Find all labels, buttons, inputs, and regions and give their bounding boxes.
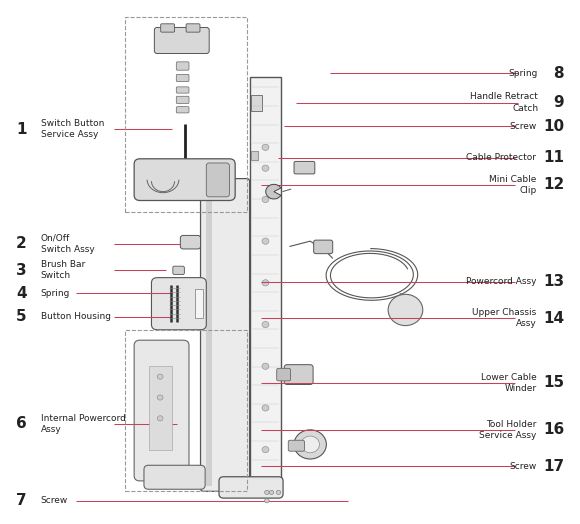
FancyBboxPatch shape <box>201 179 249 492</box>
FancyBboxPatch shape <box>206 163 230 197</box>
Bar <box>251 151 258 160</box>
FancyBboxPatch shape <box>288 440 304 451</box>
Circle shape <box>262 321 269 328</box>
FancyBboxPatch shape <box>176 74 189 82</box>
Bar <box>125 330 246 492</box>
Text: 7: 7 <box>16 493 27 508</box>
Text: 14: 14 <box>543 311 564 326</box>
Text: Powercord Assy: Powercord Assy <box>466 277 536 286</box>
FancyBboxPatch shape <box>161 24 175 32</box>
Text: 8: 8 <box>553 66 564 81</box>
Circle shape <box>157 395 163 400</box>
Circle shape <box>262 165 269 171</box>
FancyBboxPatch shape <box>176 107 189 113</box>
Text: Spring: Spring <box>41 289 70 298</box>
Text: Internal Powercord
Assy: Internal Powercord Assy <box>41 413 125 434</box>
Text: Tool Holder
Service Assy: Tool Holder Service Assy <box>479 420 536 440</box>
Circle shape <box>262 144 269 150</box>
FancyBboxPatch shape <box>134 340 189 481</box>
Bar <box>251 95 262 111</box>
FancyBboxPatch shape <box>284 365 313 385</box>
FancyBboxPatch shape <box>154 27 209 53</box>
Circle shape <box>157 416 163 421</box>
Circle shape <box>388 294 423 325</box>
Text: Lower Cable
Winder: Lower Cable Winder <box>481 373 536 393</box>
Text: Cable Protector: Cable Protector <box>466 153 536 162</box>
Circle shape <box>262 405 269 411</box>
FancyBboxPatch shape <box>186 24 200 32</box>
Text: 9: 9 <box>553 95 564 110</box>
Circle shape <box>276 490 281 495</box>
Circle shape <box>262 238 269 244</box>
Circle shape <box>157 374 163 379</box>
Circle shape <box>262 446 269 453</box>
Text: 16: 16 <box>543 422 564 438</box>
Text: 2: 2 <box>16 236 27 251</box>
Circle shape <box>264 490 269 495</box>
Text: Button Housing: Button Housing <box>41 312 111 321</box>
FancyBboxPatch shape <box>144 465 205 489</box>
Circle shape <box>294 430 327 459</box>
FancyBboxPatch shape <box>176 96 189 104</box>
FancyBboxPatch shape <box>277 368 291 381</box>
Text: 13: 13 <box>543 274 564 289</box>
Text: 10: 10 <box>543 119 564 134</box>
FancyBboxPatch shape <box>314 240 333 254</box>
Text: Spring: Spring <box>509 69 538 78</box>
Bar <box>249 77 281 489</box>
Circle shape <box>269 490 274 495</box>
Text: Screw: Screw <box>509 122 536 131</box>
Text: 11: 11 <box>543 150 564 165</box>
Text: 12: 12 <box>543 177 564 192</box>
Bar <box>125 17 246 213</box>
Text: 15: 15 <box>543 375 564 390</box>
Text: Switch Button
Service Assy: Switch Button Service Assy <box>41 119 104 139</box>
FancyBboxPatch shape <box>180 235 201 249</box>
Circle shape <box>262 280 269 286</box>
Text: 17: 17 <box>543 459 564 474</box>
Bar <box>148 366 172 450</box>
FancyBboxPatch shape <box>176 62 189 70</box>
Text: 4: 4 <box>16 286 27 301</box>
Text: Screw: Screw <box>41 496 68 505</box>
Text: On/Off
Switch Assy: On/Off Switch Assy <box>41 234 95 254</box>
Circle shape <box>262 196 269 203</box>
Text: 6: 6 <box>16 416 27 431</box>
FancyBboxPatch shape <box>151 278 206 330</box>
Text: Handle Retract
Catch: Handle Retract Catch <box>470 92 538 113</box>
Text: 3: 3 <box>16 263 27 278</box>
FancyBboxPatch shape <box>134 159 235 201</box>
Text: 5: 5 <box>16 309 27 324</box>
Text: Brush Bar
Switch: Brush Bar Switch <box>41 260 85 280</box>
Wedge shape <box>266 184 281 199</box>
FancyBboxPatch shape <box>219 477 283 498</box>
Circle shape <box>301 436 320 453</box>
Text: 1: 1 <box>16 122 26 137</box>
Bar <box>195 289 204 318</box>
Text: Screw: Screw <box>509 462 536 471</box>
Text: Mini Cable
Clip: Mini Cable Clip <box>489 175 536 195</box>
FancyBboxPatch shape <box>176 87 189 93</box>
Circle shape <box>262 363 269 369</box>
FancyBboxPatch shape <box>173 266 184 275</box>
Text: Upper Chassis
Assy: Upper Chassis Assy <box>472 308 536 329</box>
Bar <box>206 184 212 486</box>
FancyBboxPatch shape <box>294 161 315 174</box>
Circle shape <box>264 499 269 503</box>
